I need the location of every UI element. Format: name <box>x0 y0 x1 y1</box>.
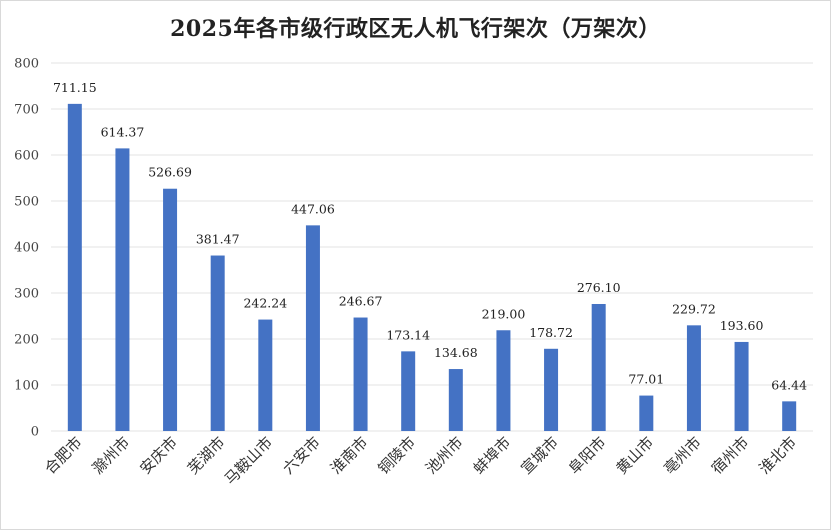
bar <box>639 395 654 431</box>
bar-value-label: 178.72 <box>529 325 573 340</box>
x-category-label: 六安市 <box>279 433 324 478</box>
x-category-label: 宣城市 <box>517 433 562 478</box>
bar-value-label: 134.68 <box>434 345 478 360</box>
bar <box>782 401 797 431</box>
chart-title: 2025年各市级行政区无人机飞行架次（万架次） <box>170 16 661 42</box>
bar-value-label: 276.10 <box>577 280 621 295</box>
bar-value-label: 229.72 <box>672 301 716 316</box>
bar-value-label: 614.37 <box>101 124 145 139</box>
x-category-label: 池州市 <box>422 433 467 478</box>
x-category-label: 亳州市 <box>660 433 705 478</box>
bar <box>496 330 511 431</box>
bar <box>210 255 225 431</box>
y-tick-label: 700 <box>14 103 39 118</box>
y-tick-label: 0 <box>31 425 39 440</box>
y-tick-label: 400 <box>14 241 39 256</box>
x-category-label: 淮北市 <box>755 433 800 478</box>
gridlines <box>51 62 813 432</box>
bar-value-label: 219.00 <box>482 306 526 321</box>
x-category-label: 铜陵市 <box>374 433 419 478</box>
y-tick-label: 500 <box>14 195 39 210</box>
bars <box>67 103 797 431</box>
bar <box>734 341 749 431</box>
bar-value-label: 193.60 <box>720 318 764 333</box>
bar-value-label: 64.44 <box>771 377 807 392</box>
y-axis-ticks: 0 100 200 300 400 500 600 700 800 <box>14 57 39 440</box>
bar <box>163 188 178 431</box>
bar <box>544 348 559 431</box>
y-tick-label: 800 <box>14 57 39 72</box>
bar <box>353 317 368 431</box>
data-labels: 711.15 614.37 526.69 381.47 242.24 447.06 246.… <box>53 80 807 392</box>
bar-value-label: 173.14 <box>386 327 430 342</box>
bar-value-label: 447.06 <box>291 201 335 216</box>
bar <box>305 225 320 431</box>
x-category-label: 芜湖市 <box>184 433 229 478</box>
bar <box>448 369 463 431</box>
bar-value-label: 242.24 <box>243 296 287 311</box>
x-category-label: 淮南市 <box>327 433 372 478</box>
y-tick-label: 200 <box>14 333 39 348</box>
bar-value-label: 246.67 <box>339 294 383 309</box>
bar-value-label: 381.47 <box>196 232 240 247</box>
x-category-label: 蚌埠市 <box>470 433 515 478</box>
bar <box>686 325 701 431</box>
x-category-label: 马鞍山市 <box>221 433 276 488</box>
bar <box>258 319 273 431</box>
bar <box>115 148 130 431</box>
x-category-label: 安庆市 <box>136 433 181 478</box>
x-category-label: 宿州市 <box>708 433 753 478</box>
y-tick-label: 300 <box>14 287 39 302</box>
y-tick-label: 100 <box>14 379 39 394</box>
bar-value-label: 711.15 <box>53 80 97 95</box>
x-category-label: 阜阳市 <box>565 433 610 478</box>
y-tick-label: 600 <box>14 149 39 164</box>
x-category-label: 合肥市 <box>41 433 86 478</box>
bar <box>67 103 82 431</box>
x-category-label: 滁州市 <box>89 433 134 478</box>
bar-value-label: 77.01 <box>628 372 664 387</box>
x-category-label: 黄山市 <box>613 433 658 478</box>
bar <box>401 351 416 431</box>
bar <box>591 303 606 431</box>
bar-value-label: 526.69 <box>148 165 192 180</box>
